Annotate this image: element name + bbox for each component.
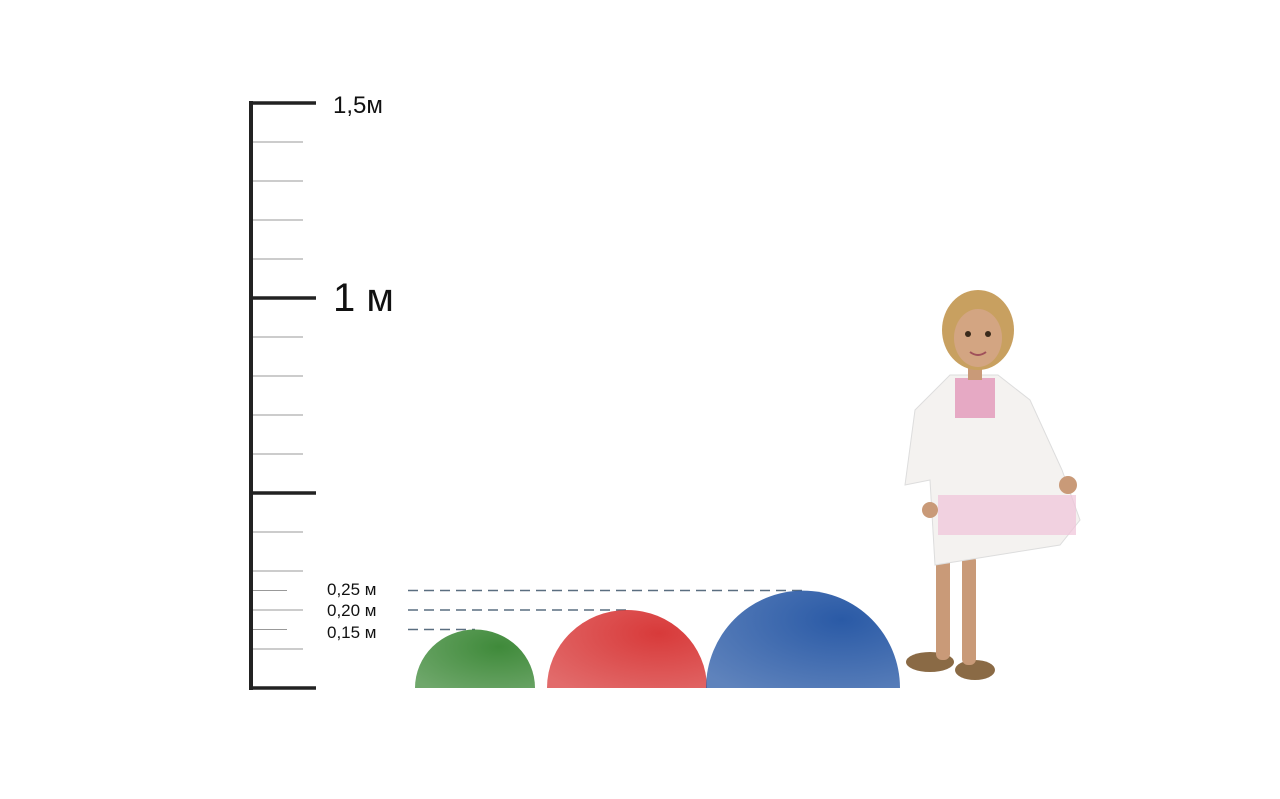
green-dome <box>415 629 535 688</box>
child-figure <box>904 290 1081 680</box>
height-label-025: 0,25 м <box>327 580 377 599</box>
red-dome <box>547 610 707 688</box>
height-label-020: 0,20 м <box>327 601 377 620</box>
scale-label-1-5m: 1,5м <box>333 92 383 119</box>
height-guides <box>408 589 803 631</box>
height-label-015: 0,15 м <box>327 623 377 642</box>
domes <box>415 590 900 688</box>
scale-label-1m: 1 м <box>333 276 394 320</box>
height-ruler <box>249 101 316 690</box>
blue-dome <box>706 590 900 688</box>
